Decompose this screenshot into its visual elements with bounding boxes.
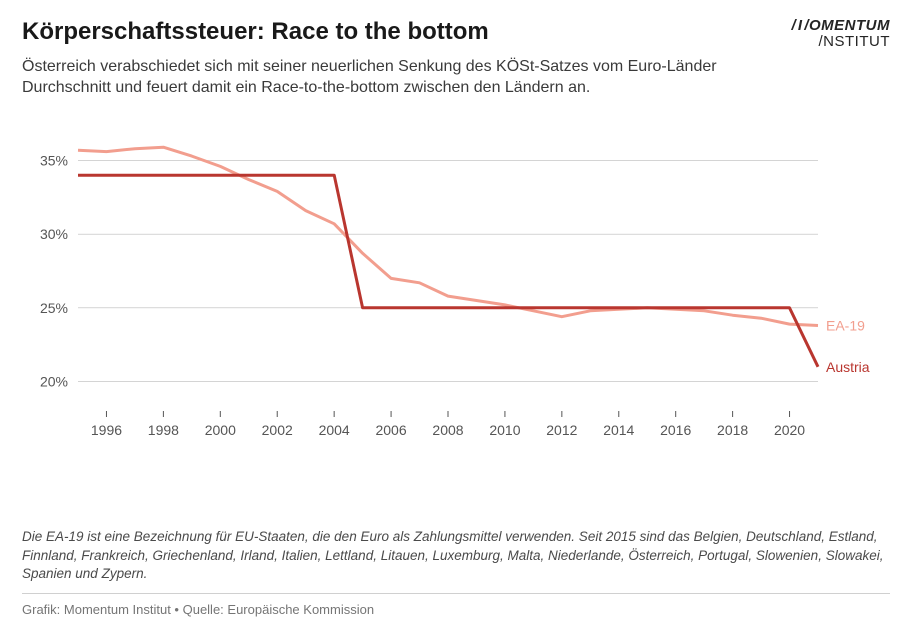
chart-area: 20% 25% 30% 35% 1996 1998 2000 2002 2004 2006 2008… xyxy=(22,121,890,515)
series-label-EA-19: EA-19 xyxy=(826,317,865,333)
svg-text:2012: 2012 xyxy=(546,422,577,438)
chart-container: Körperschaftssteuer: Race to the bottom … xyxy=(0,0,912,627)
series-label-Austria: Austria xyxy=(826,358,870,374)
svg-text:2014: 2014 xyxy=(603,422,634,438)
chart-title: Körperschaftssteuer: Race to the bottom xyxy=(22,18,489,46)
source-line: Grafik: Momentum Institut • Quelle: Euro… xyxy=(22,602,890,617)
svg-text:25%: 25% xyxy=(40,300,68,316)
title-block: Körperschaftssteuer: Race to the bottom xyxy=(22,18,489,46)
series-Austria xyxy=(78,175,818,367)
chart-subtitle: Österreich verabschiedet sich mit seiner… xyxy=(22,56,782,99)
svg-text:20%: 20% xyxy=(40,373,68,389)
header: Körperschaftssteuer: Race to the bottom … xyxy=(22,18,890,50)
svg-text:2006: 2006 xyxy=(375,422,406,438)
svg-text:2002: 2002 xyxy=(262,422,293,438)
svg-text:2016: 2016 xyxy=(660,422,691,438)
logo-line1: / I /OMENTUM xyxy=(792,18,891,34)
line-chart-svg: 20% 25% 30% 35% 1996 1998 2000 2002 2004 2006 2008… xyxy=(22,121,890,451)
svg-text:2018: 2018 xyxy=(717,422,748,438)
svg-text:2008: 2008 xyxy=(432,422,463,438)
svg-text:2000: 2000 xyxy=(205,422,236,438)
svg-text:1998: 1998 xyxy=(148,422,179,438)
svg-text:1996: 1996 xyxy=(91,422,122,438)
svg-text:2004: 2004 xyxy=(319,422,350,438)
svg-text:35%: 35% xyxy=(40,152,68,168)
source-wrap: Grafik: Momentum Institut • Quelle: Euro… xyxy=(22,593,890,617)
logo-line2: /NSTITUT xyxy=(792,34,891,50)
svg-text:2010: 2010 xyxy=(489,422,520,438)
svg-text:2020: 2020 xyxy=(774,422,805,438)
logo: / I /OMENTUM /NSTITUT xyxy=(792,18,891,50)
footnote: Die EA-19 ist eine Bezeichnung für EU-St… xyxy=(22,528,890,583)
svg-text:30%: 30% xyxy=(40,226,68,242)
